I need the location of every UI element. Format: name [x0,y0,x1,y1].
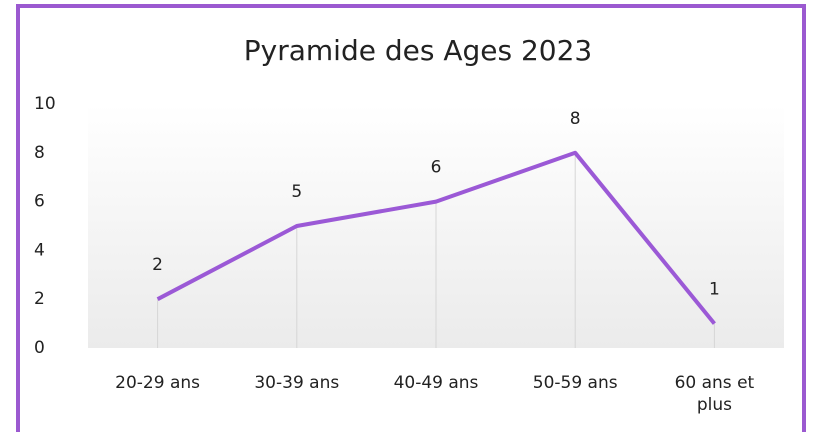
x-tick-label: 60 ans et plus [674,373,755,415]
data-label: 1 [709,280,720,300]
y-tick-label: 10 [34,94,56,114]
x-tick-label: 50-59 ans [532,373,618,393]
data-label: 6 [431,158,442,178]
y-tick-label: 8 [34,143,45,163]
x-tick-label: 40-49 ans [393,373,479,393]
y-tick-label: 4 [34,240,45,260]
chart-title: Pyramide des Ages 2023 [244,34,592,67]
data-label: 5 [291,182,302,202]
data-label: 8 [570,109,581,129]
x-tick-label: 30-39 ans [254,373,340,393]
x-tick-label: 20-29 ans [115,373,201,393]
y-tick-label: 6 [34,192,45,212]
data-label: 2 [152,255,163,275]
y-tick-label: 0 [34,338,45,358]
y-tick-label: 2 [34,289,45,309]
line [156,150,716,325]
